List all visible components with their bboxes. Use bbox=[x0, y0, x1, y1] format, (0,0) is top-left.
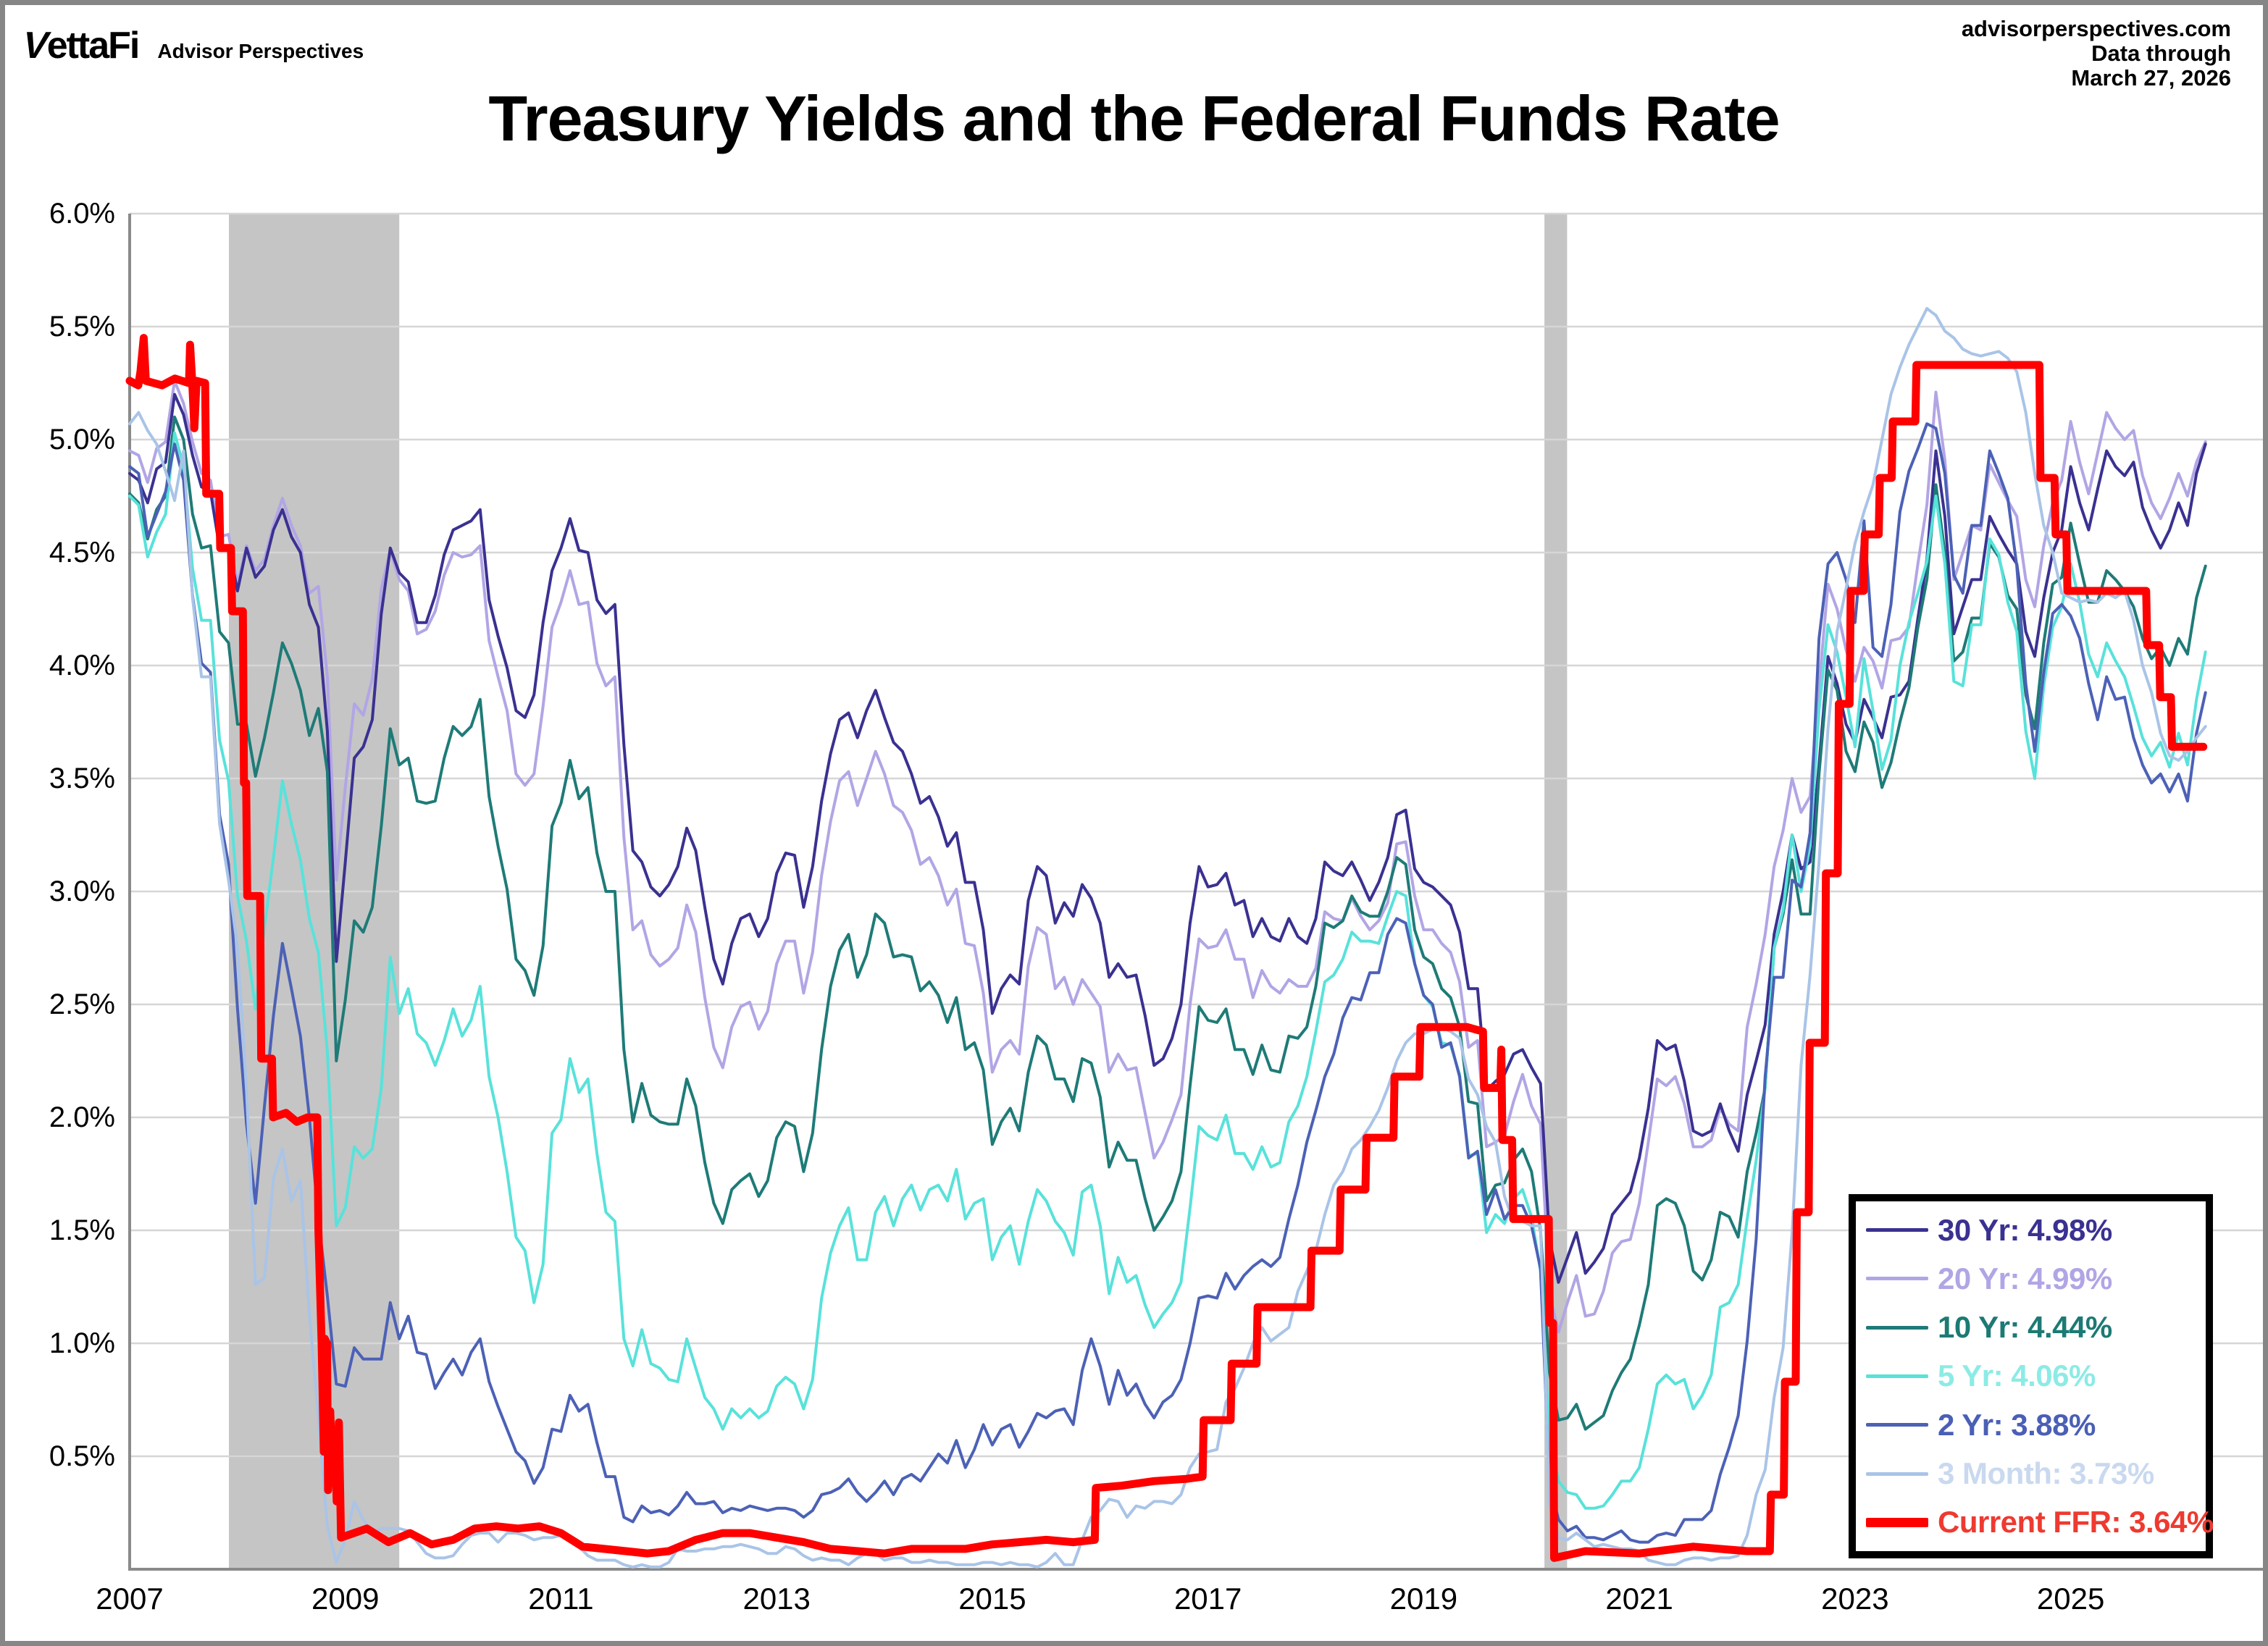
y-tick-label-5.5%: 5.5% bbox=[49, 311, 115, 343]
x-tick-label-2007: 2007 bbox=[96, 1582, 164, 1616]
legend-item-30-yr: 30 Yr: 4.98% bbox=[1866, 1213, 2201, 1248]
y-tick-label-3.0%: 3.0% bbox=[49, 876, 115, 907]
advisor-perspectives-label: Advisor Perspectives bbox=[157, 40, 364, 62]
legend-swatch-5-yr bbox=[1866, 1374, 1928, 1378]
legend-label-5-yr: 5 Yr: 4.06% bbox=[1938, 1359, 2096, 1393]
legend-swatch-2-yr bbox=[1866, 1423, 1928, 1427]
legend-item-5-yr: 5 Yr: 4.06% bbox=[1866, 1359, 2201, 1393]
series-line-10-yr bbox=[128, 415, 2207, 1431]
legend-label-current-ffr: Current FFR: 3.64% bbox=[1938, 1505, 2214, 1540]
series-line-current-ffr bbox=[125, 334, 2208, 1562]
y-tick-label-2.5%: 2.5% bbox=[49, 988, 115, 1020]
legend-item-current-ffr: Current FFR: 3.64% bbox=[1866, 1505, 2214, 1540]
x-tick-label-2023: 2023 bbox=[1821, 1582, 1889, 1616]
legend-item-3-month: 3 Month: 3.73% bbox=[1866, 1456, 2201, 1491]
series-line-2-yr bbox=[128, 422, 2207, 1544]
y-tick-label-2.0%: 2.0% bbox=[49, 1101, 115, 1133]
x-tick-label-2019: 2019 bbox=[1389, 1582, 1458, 1616]
x-tick-label-2011: 2011 bbox=[528, 1582, 594, 1616]
y-tick-label-1.0%: 1.0% bbox=[49, 1327, 115, 1359]
legend-label-3-month: 3 Month: 3.73% bbox=[1938, 1456, 2154, 1491]
legend-item-20-yr: 20 Yr: 4.99% bbox=[1866, 1261, 2201, 1296]
data-through-date: March 27, 2026 bbox=[2071, 65, 2231, 91]
legend-swatch-20-yr bbox=[1866, 1277, 1928, 1281]
legend-swatch-current-ffr bbox=[1866, 1517, 1928, 1527]
legend-label-10-yr: 10 Yr: 4.44% bbox=[1938, 1310, 2112, 1345]
legend-swatch-30-yr bbox=[1866, 1228, 1928, 1233]
series-line-3-month bbox=[128, 307, 2207, 1569]
series-line-30-yr bbox=[128, 392, 2207, 1284]
vettafi-logo-text: VettaFi bbox=[17, 25, 141, 67]
x-tick-label-2013: 2013 bbox=[742, 1582, 811, 1616]
x-tick-label-2015: 2015 bbox=[958, 1582, 1026, 1616]
y-tick-label-3.5%: 3.5% bbox=[49, 763, 115, 794]
chart-plot bbox=[125, 212, 2263, 1571]
y-tick-label-6.0%: 6.0% bbox=[49, 198, 115, 230]
legend-label-30-yr: 30 Yr: 4.98% bbox=[1938, 1212, 2112, 1247]
y-tick-label-4.5%: 4.5% bbox=[49, 537, 115, 568]
legend-item-10-yr: 10 Yr: 4.44% bbox=[1866, 1310, 2201, 1345]
source-site: advisorperspectives.com bbox=[1961, 16, 2231, 41]
series-line-20-yr bbox=[128, 379, 2207, 1334]
x-tick-label-2021: 2021 bbox=[1605, 1582, 1673, 1616]
legend-label-2-yr: 2 Yr: 3.88% bbox=[1938, 1407, 2096, 1442]
y-tick-label-4.0%: 4.0% bbox=[49, 650, 115, 681]
chart-legend: 30 Yr: 4.98% 20 Yr: 4.99% 10 Yr: 4.44% 5 Yr… bbox=[1849, 1194, 2214, 1558]
y-tick-label-5.0%: 5.0% bbox=[49, 424, 115, 455]
x-tick-label-2025: 2025 bbox=[2036, 1582, 2105, 1616]
legend-swatch-3-month bbox=[1866, 1471, 1928, 1476]
vettafi-logo: VettaFi Advisor Perspectives bbox=[17, 24, 364, 67]
y-tick-label-1.5%: 1.5% bbox=[49, 1214, 115, 1246]
legend-swatch-10-yr bbox=[1866, 1325, 1928, 1330]
source-block: advisorperspectives.com Data through Mar… bbox=[1962, 17, 2231, 91]
x-tick-label-2009: 2009 bbox=[311, 1582, 380, 1616]
legend-item-2-yr: 2 Yr: 3.88% bbox=[1866, 1408, 2201, 1443]
legend-label-20-yr: 20 Yr: 4.99% bbox=[1938, 1261, 2112, 1296]
series-line-5-yr bbox=[128, 431, 2207, 1510]
page-title: Treasury Yields and the Federal Funds Ra… bbox=[488, 83, 1780, 154]
data-through-label: Data through bbox=[2091, 41, 2231, 66]
x-tick-label-2017: 2017 bbox=[1173, 1582, 1242, 1616]
y-tick-label-0.5%: 0.5% bbox=[49, 1440, 115, 1472]
